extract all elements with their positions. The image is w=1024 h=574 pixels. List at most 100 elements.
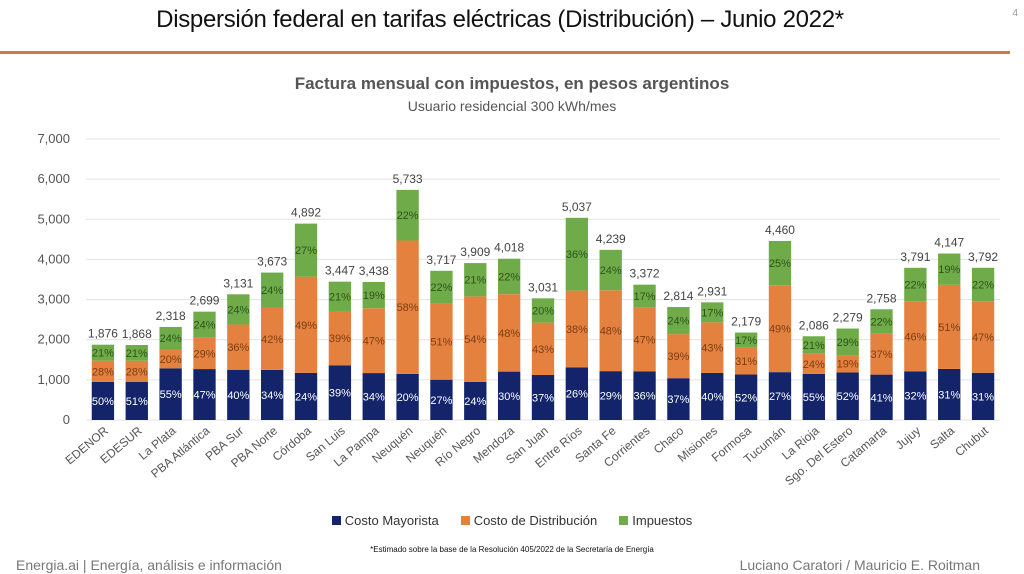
segment-percent-label: 20% — [160, 354, 182, 366]
bar-segment — [701, 372, 724, 420]
bar-segment — [396, 189, 419, 241]
bar-segment — [125, 360, 148, 382]
bar-segment — [396, 240, 419, 374]
bar-total-label: 1,876 — [88, 327, 118, 341]
segment-percent-label: 36% — [634, 391, 656, 403]
bar-stack: 36% 47% 17% 3,372 — [630, 267, 660, 420]
bar-total-label: 5,733 — [393, 172, 423, 186]
segment-percent-label: 28% — [126, 366, 148, 378]
bar-segment — [734, 347, 758, 375]
bar-stack: 27% 49% 25% 4,460 — [765, 223, 795, 420]
bar-segment — [261, 272, 284, 308]
segment-percent-label: 24% — [160, 333, 182, 345]
segment-percent-label: 54% — [464, 334, 486, 346]
stacked-bar-chart: 0 1,000 2,000 3,000 4,000 5,000 6,000 7,000 50%… — [37, 131, 1000, 488]
segment-percent-label: 55% — [803, 392, 825, 404]
bar-segment — [599, 249, 622, 291]
segment-percent-label: 49% — [769, 324, 791, 336]
bar-segment — [667, 334, 690, 379]
bar-segment — [565, 367, 589, 420]
segment-percent-label: 39% — [329, 333, 351, 345]
bar-total-label: 2,931 — [697, 284, 727, 298]
bar-stack: 47% 29% 24% 2,699 — [189, 294, 220, 420]
legend-swatch — [331, 516, 341, 525]
bar-total-label: 2,814 — [663, 289, 693, 303]
bar-segment — [430, 379, 453, 420]
bar-segment — [125, 345, 148, 361]
bar-segment — [633, 371, 656, 420]
bar-segment — [802, 373, 825, 420]
bar-segment — [294, 276, 318, 373]
footer-source: Energia.ai | Energía, análisis e informa… — [16, 557, 282, 573]
bar-segment — [904, 267, 927, 302]
bar-segment — [565, 290, 589, 368]
bar-segment — [971, 372, 995, 420]
bar-segment — [193, 311, 216, 338]
bar-total-label: 3,792 — [968, 250, 998, 264]
bar-stack: 30% 48% 22% 4,018 — [494, 241, 524, 420]
segment-percent-label: 43% — [532, 344, 554, 356]
segment-percent-label: 19% — [837, 359, 859, 371]
segment-percent-label: 27% — [430, 395, 452, 407]
segment-percent-label: 24% — [600, 265, 622, 277]
bar-segment — [768, 240, 792, 286]
bar-segment — [870, 309, 893, 334]
segment-percent-label: 20% — [532, 305, 554, 317]
segment-percent-label: 51% — [430, 337, 452, 349]
bar-stack: 20% 58% 22% 5,733 — [393, 172, 423, 420]
bar-segment — [91, 381, 115, 420]
y-tick-label: 2,000 — [37, 332, 70, 347]
bar-stack: 37% 39% 24% 2,814 — [663, 289, 694, 420]
footer-authors: Luciano Caratori / Mauricio E. Roitman — [739, 557, 980, 573]
legend-swatch — [460, 516, 470, 525]
bar-stack: 52% 31% 17% 2,179 — [731, 315, 761, 420]
segment-percent-label: 24% — [261, 285, 283, 297]
bar-total-label: 3,372 — [630, 267, 660, 281]
bar-segment — [971, 267, 995, 302]
bar-segment — [464, 296, 487, 382]
bar-segment — [430, 303, 453, 380]
bar-stack: 40% 43% 17% 2,931 — [697, 284, 728, 420]
bar-stack: 27% 51% 22% 3,717 — [426, 253, 457, 420]
bar-segment — [734, 374, 758, 420]
bar-segment — [531, 322, 555, 375]
segment-percent-label: 40% — [227, 390, 249, 402]
bar-segment — [261, 369, 284, 420]
segment-percent-label: 22% — [430, 282, 452, 294]
bar-segment — [768, 285, 792, 373]
bar-segment — [938, 253, 961, 285]
segment-percent-label: 31% — [938, 389, 960, 401]
bar-segment — [328, 310, 352, 366]
segment-percent-label: 22% — [397, 210, 419, 222]
segment-percent-label: 30% — [498, 391, 520, 403]
bar-segment — [497, 294, 521, 372]
segment-percent-label: 47% — [363, 336, 385, 348]
bar-segment — [870, 333, 893, 375]
segment-percent-label: 43% — [701, 343, 723, 355]
segment-percent-label: 29% — [193, 348, 215, 360]
bar-segment — [633, 284, 656, 308]
segment-percent-label: 31% — [972, 391, 994, 403]
y-tick-label: 1,000 — [37, 372, 70, 387]
bar-total-label: 3,791 — [900, 250, 930, 264]
segment-percent-label: 28% — [92, 366, 114, 378]
bar-total-label: 4,460 — [765, 223, 795, 237]
bar-segment — [464, 381, 487, 420]
segment-percent-label: 47% — [634, 334, 656, 346]
bar-stack: 29% 48% 24% 4,239 — [596, 232, 626, 420]
bar-segment — [802, 336, 825, 354]
bar-stack: 24% 54% 21% 3,909 — [460, 245, 491, 420]
bar-segment — [91, 344, 115, 361]
bar-stack: 50% 28% 21% 1,876 — [88, 327, 118, 420]
bar-segment — [261, 307, 284, 370]
bar-total-label: 1,868 — [122, 327, 152, 341]
bar-stack: 24% 49% 27% 4,892 — [291, 206, 321, 420]
segment-percent-label: 48% — [600, 326, 622, 338]
bar-segment — [328, 281, 352, 311]
bar-segment — [904, 301, 927, 372]
bar-segment — [565, 217, 589, 291]
segment-percent-label: 21% — [803, 340, 825, 352]
segment-percent-label: 37% — [871, 349, 893, 361]
bar-segment — [531, 374, 555, 420]
segment-percent-label: 17% — [735, 335, 757, 347]
